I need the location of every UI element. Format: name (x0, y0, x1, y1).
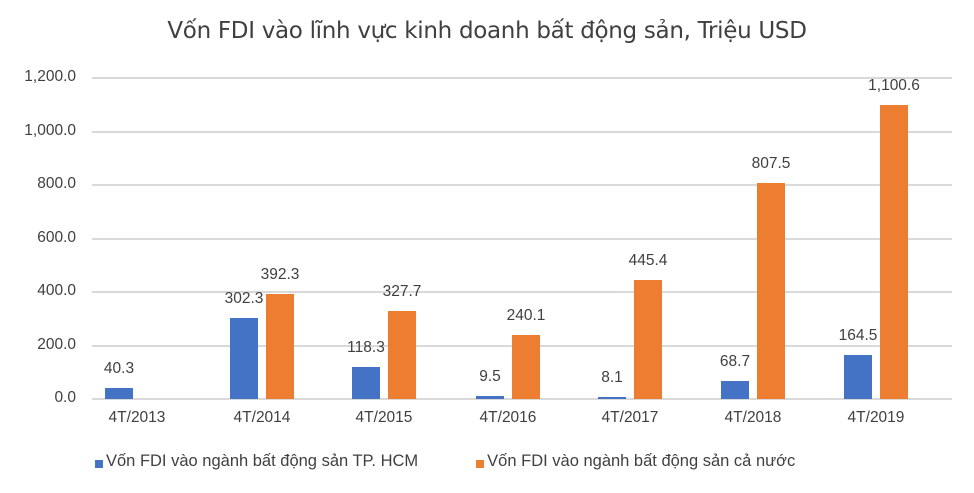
bar-national (266, 294, 294, 399)
chart-title: Vốn FDI vào lĩnh vực kinh doanh bất động… (167, 18, 807, 44)
gridline (92, 398, 952, 400)
gridline (92, 77, 952, 79)
legend-label-national: Vốn FDI vào ngành bất động sản cả nước (487, 452, 796, 470)
legend-label-hcm: Vốn FDI vào ngành bất động sản TP. HCM (106, 452, 419, 470)
data-label: 445.4 (628, 251, 668, 269)
data-label: 807.5 (751, 154, 791, 172)
data-label: 302.3 (224, 290, 264, 308)
data-label: 40.3 (103, 360, 135, 378)
y-axis-tick: 1,000.0 (24, 121, 76, 139)
data-label: 9.5 (479, 368, 501, 386)
gridline (92, 291, 952, 293)
y-axis-tick: 800.0 (37, 175, 76, 192)
bar-hcm (230, 318, 258, 399)
data-label: 240.1 (506, 306, 546, 324)
x-axis-tick: 4T/2014 (233, 409, 291, 426)
data-label: 8.1 (601, 368, 623, 386)
x-axis-tick: 4T/2013 (108, 409, 166, 426)
data-label: 327.7 (382, 283, 422, 301)
x-axis-tick: 4T/2019 (847, 409, 905, 426)
data-label: 164.5 (838, 326, 878, 344)
y-axis-tick: 200.0 (37, 335, 76, 353)
bar-national (512, 334, 540, 399)
bar-hcm (105, 388, 133, 399)
x-axis-tick: 4T/2017 (601, 409, 659, 426)
y-axis-tick: 0.0 (54, 389, 76, 406)
data-label: 68.7 (719, 352, 751, 370)
x-axis-tick: 4T/2016 (479, 409, 537, 426)
legend: Vốn FDI vào ngành bất động sản TP. HCM V… (95, 452, 795, 471)
y-axis-tick: 400.0 (37, 282, 76, 299)
bar-national (880, 104, 908, 399)
gridline (92, 184, 952, 186)
bar-hcm (721, 380, 749, 399)
data-label: 1,100.6 (868, 76, 920, 94)
x-axis-tick: 4T/2015 (355, 409, 413, 426)
legend-swatch-orange-icon (476, 459, 485, 468)
data-label: 392.3 (260, 266, 300, 284)
x-axis-tick: 4T/2018 (724, 409, 782, 426)
legend-swatch-blue-icon (95, 459, 103, 468)
bar-hcm (598, 396, 626, 399)
data-label: 118.3 (347, 339, 385, 357)
gridline (92, 130, 952, 133)
legend-item-hcm: Vốn FDI vào ngành bất động sản TP. HCM (95, 452, 418, 471)
y-axis-tick: 600.0 (37, 228, 76, 246)
bar-national (388, 311, 416, 399)
bar-hcm (844, 354, 872, 399)
bar-hcm (352, 367, 380, 399)
gridline (92, 237, 952, 240)
legend-item-national: Vốn FDI vào ngành bất động sản cả nước (476, 452, 795, 471)
bar-hcm (476, 396, 504, 399)
bar-national (634, 279, 662, 399)
y-axis-tick: 1,200.0 (24, 68, 76, 85)
bar-national (757, 182, 785, 399)
